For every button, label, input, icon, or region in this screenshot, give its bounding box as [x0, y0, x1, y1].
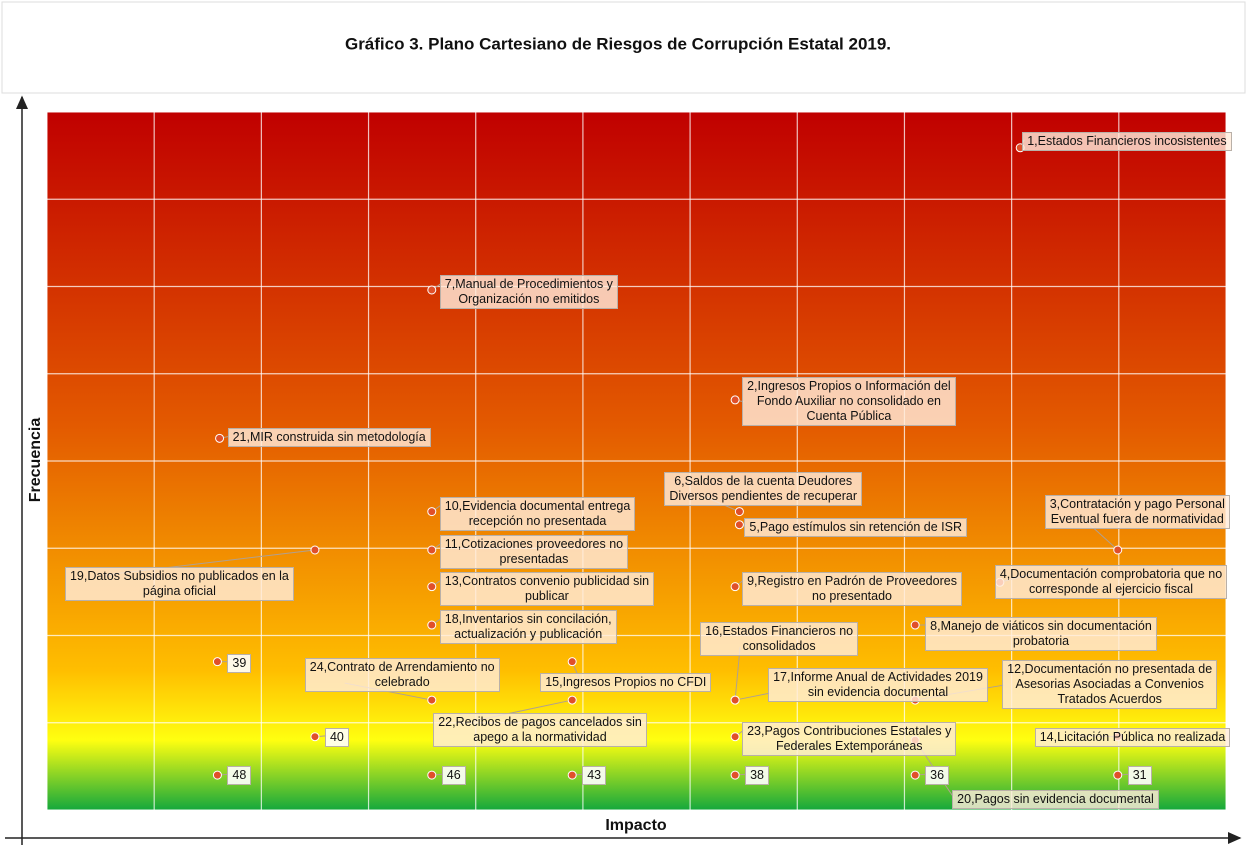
point-label: 46 [441, 766, 466, 786]
point [567, 770, 577, 780]
point-label: 14,Licitación Pública no realizada [1034, 727, 1231, 747]
point [427, 507, 437, 517]
point [310, 545, 320, 555]
point-label: 2,Ingresos Propios o Información del Fon… [742, 376, 956, 426]
point-label: 24,Contrato de Arrendamiento no celebrad… [304, 658, 500, 693]
point-label: 20,Pagos sin evidencia documental [952, 790, 1159, 810]
y-axis-label: Frecuencia [27, 418, 44, 503]
point [730, 395, 740, 405]
point-label: 23,Pagos Contribuciones Estatales y Fede… [742, 721, 957, 756]
title-frame [1, 1, 1246, 94]
point [427, 695, 437, 705]
point [730, 582, 740, 592]
point [427, 582, 437, 592]
point-label: 5,Pago estímulos sin retención de ISR [744, 517, 968, 537]
point-label: 12,Documentación no presentada de Asesor… [1002, 660, 1218, 710]
point-label: 3,Contratación y pago Personal Eventual … [1044, 494, 1230, 529]
point [730, 732, 740, 742]
point-label: 6,Saldos de la cuenta Deudores Diversos … [664, 471, 862, 506]
point [427, 770, 437, 780]
point-label: 15,Ingresos Propios no CFDI [540, 672, 712, 692]
point [310, 732, 320, 742]
point [734, 520, 744, 530]
point [567, 695, 577, 705]
point-label: 17,Informe Anual de Actividades 2019 sin… [768, 668, 988, 703]
point [427, 545, 437, 555]
connector [735, 692, 771, 701]
point-label: 36 [925, 766, 950, 786]
point-label: 22,Recibos de pagos cancelados sin apego… [433, 713, 647, 748]
point-label: 10,Evidencia documental entrega recepció… [439, 496, 636, 531]
point [567, 657, 577, 667]
point [1113, 545, 1123, 555]
point-label: 11,Cotizaciones proveedores no presentad… [439, 534, 629, 569]
point-label: 8,Manejo de viáticos sin documentación p… [925, 617, 1157, 652]
point-label: 43 [582, 766, 607, 786]
point-label: 1,Estados Financieros incosistentes [1022, 131, 1232, 151]
point-label: 31 [1127, 766, 1152, 786]
point-label: 48 [227, 766, 252, 786]
point [215, 433, 225, 443]
point-label: 9,Registro en Padrón de Proveedores no p… [742, 571, 962, 606]
point [730, 695, 740, 705]
point-label: 7,Manual de Procedimientos y Organizació… [439, 274, 618, 309]
point-label: 39 [227, 653, 252, 673]
point-label: 40 [324, 727, 349, 747]
point [734, 507, 744, 517]
point [910, 620, 920, 630]
point [427, 285, 437, 295]
x-axis-label: Impacto [605, 817, 667, 834]
point [427, 620, 437, 630]
point-label: 19,Datos Subsidios no publicados en la p… [64, 566, 294, 601]
point [212, 770, 222, 780]
point-label: 4,Documentación comprobatoria que no cor… [994, 565, 1228, 600]
point-label: 21,MIR construida sin metodología [227, 428, 431, 448]
point-label: 38 [745, 766, 769, 786]
point-label: 13,Contratos convenio publicidad sin pub… [439, 571, 655, 606]
point [212, 657, 222, 667]
point-label: 18,Inventarios sin concilación, actualiz… [439, 610, 617, 645]
point [910, 770, 920, 780]
chart-title: Gráfico 3. Plano Cartesiano de Riesgos d… [345, 34, 891, 53]
point-label: 16,Estados Financieros no consolidados [700, 622, 859, 657]
point [1113, 770, 1123, 780]
point [730, 770, 740, 780]
